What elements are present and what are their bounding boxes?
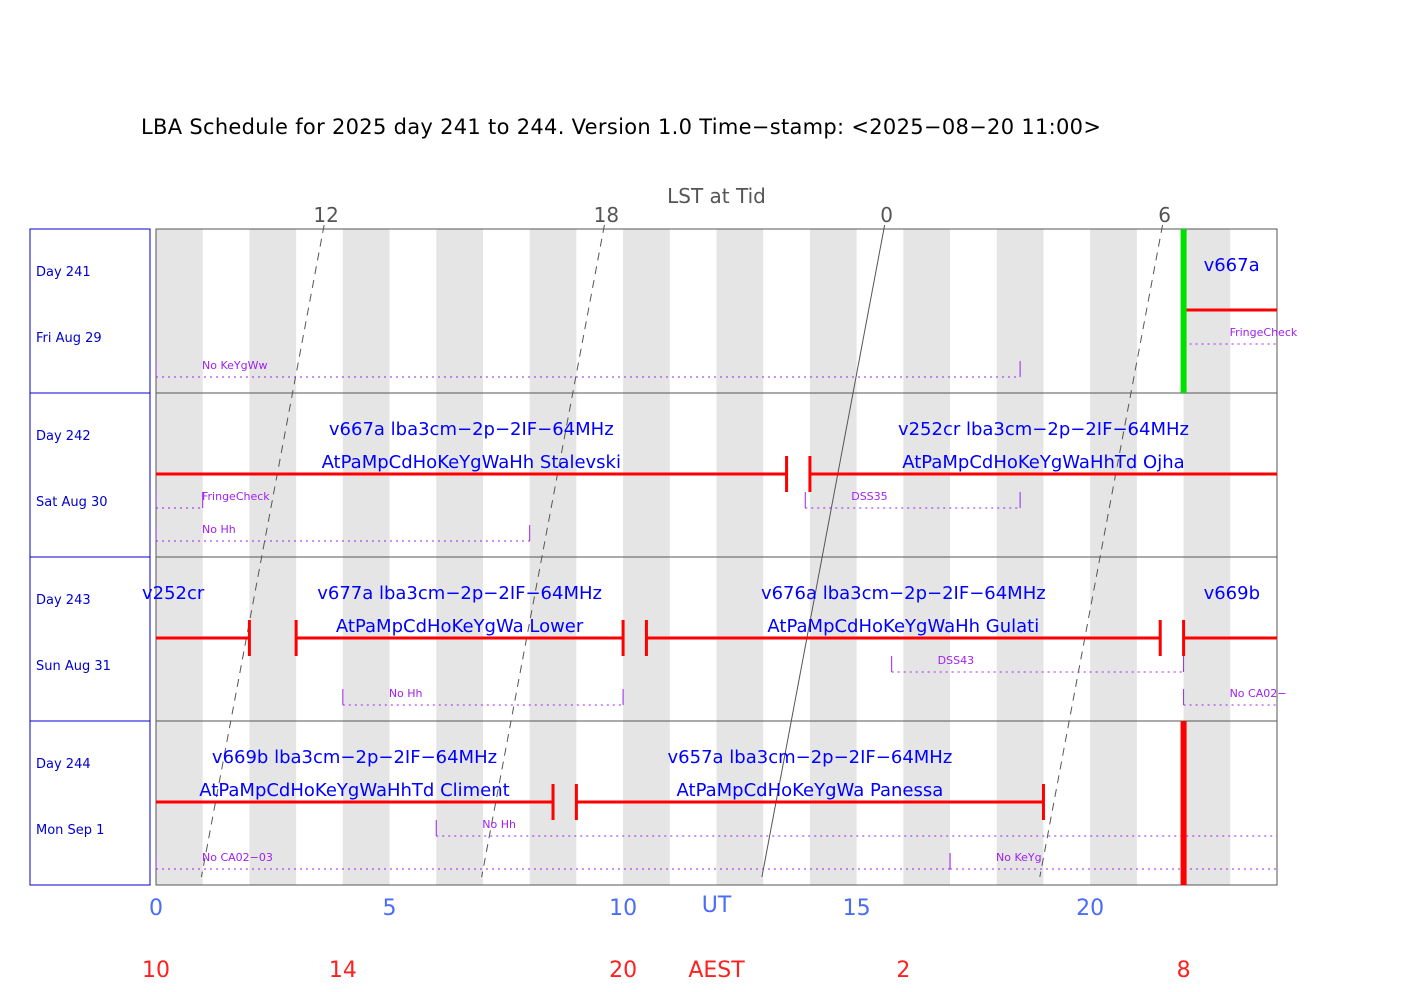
experiment-stations: AtPaMpCdHoKeYgWaHh Stalevski (322, 452, 621, 473)
experiment-name: v667a lba3cm−2p−2IF−64MHz (329, 419, 614, 440)
day-label: Day 242 (36, 429, 91, 444)
experiment-name: v657a lba3cm−2p−2IF−64MHz (668, 747, 953, 768)
aest-tick-label: 10 (142, 958, 170, 983)
lst-line (481, 224, 605, 878)
experiment-name: v677a lba3cm−2p−2IF−64MHz (317, 583, 602, 604)
experiment-stations: AtPaMpCdHoKeYgWaHhTd Ojha (902, 452, 1184, 473)
ut-tick-label: 5 (383, 896, 397, 921)
aest-tick-label: 2 (896, 958, 910, 983)
note-label: No Hh (202, 523, 236, 536)
note-label: DSS43 (938, 654, 974, 667)
experiment-stations: AtPaMpCdHoKeYgWaHh Gulati (767, 616, 1039, 637)
day-label: Day 241 (36, 265, 91, 280)
lst-tick-label: 18 (594, 203, 619, 227)
lst-tick-label: 0 (880, 203, 893, 227)
date-label: Sat Aug 30 (36, 495, 108, 510)
axes-layer: 0 5 10 15 20 UT 10 14 20 2 8 AEST (142, 893, 1191, 983)
experiment-name: v252cr (142, 583, 205, 604)
aest-tick-label: 8 (1177, 958, 1191, 983)
experiment-bars (156, 229, 1277, 885)
aest-tick-label: 14 (329, 958, 357, 983)
ut-tick-label: 15 (843, 896, 871, 921)
aest-tick-label: 20 (609, 958, 637, 983)
note-label: FringeCheck (202, 490, 270, 503)
note-label: FringeCheck (1230, 326, 1298, 339)
experiment-stations: AtPaMpCdHoKeYgWaHhTd Climent (199, 780, 509, 801)
notes-layer (156, 328, 1277, 870)
experiment-stations: AtPaMpCdHoKeYgWa Panessa (677, 780, 944, 801)
date-label: Sun Aug 31 (36, 659, 111, 674)
day-label: Day 243 (36, 593, 91, 608)
note-label: No KeYgWw (202, 359, 267, 372)
lst-line (761, 224, 886, 878)
ut-tick-label: 0 (149, 896, 163, 921)
ut-axis-label: UT (702, 893, 732, 918)
note-label: No KeYg (996, 851, 1042, 864)
date-label: Fri Aug 29 (36, 331, 102, 346)
note-label: DSS35 (851, 490, 887, 503)
lst-axis-label: LST at Tid (667, 184, 766, 208)
ut-tick-label: 10 (609, 896, 637, 921)
note-label: No Hh (482, 818, 516, 831)
experiment-stations: AtPaMpCdHoKeYgWa Lower (336, 616, 584, 637)
lst-guide-lines: 12 18 0 6 LST at Tid (200, 184, 1171, 878)
lst-tick-label: 6 (1158, 203, 1171, 227)
experiment-name: v669b lba3cm−2p−2IF−64MHz (212, 747, 497, 768)
experiment-name: v252cr lba3cm−2p−2IF−64MHz (898, 419, 1189, 440)
lst-tick-label: 12 (313, 203, 338, 227)
note-label: No CA02−03 (202, 851, 273, 864)
experiment-name: v676a lba3cm−2p−2IF−64MHz (761, 583, 1046, 604)
aest-axis-label: AEST (688, 958, 745, 983)
chart-frames (29, 228, 1278, 886)
label-frame (29, 228, 151, 886)
lst-line (200, 224, 325, 878)
experiment-labels: No KeYgWw FringeCheck FringeCheck No Hh DSS3… (142, 255, 1298, 864)
day-label: Day 244 (36, 757, 91, 772)
note-label: No Hh (389, 687, 423, 700)
note-label: No CA02− (1230, 687, 1287, 700)
experiment-name: v667a (1204, 255, 1260, 276)
date-label: Mon Sep 1 (36, 823, 105, 838)
ut-tick-label: 20 (1076, 896, 1104, 921)
lst-line (1039, 224, 1164, 878)
experiment-name: v669b (1204, 583, 1260, 604)
chart-title: LBA Schedule for 2025 day 241 to 244. Ve… (141, 115, 1102, 139)
